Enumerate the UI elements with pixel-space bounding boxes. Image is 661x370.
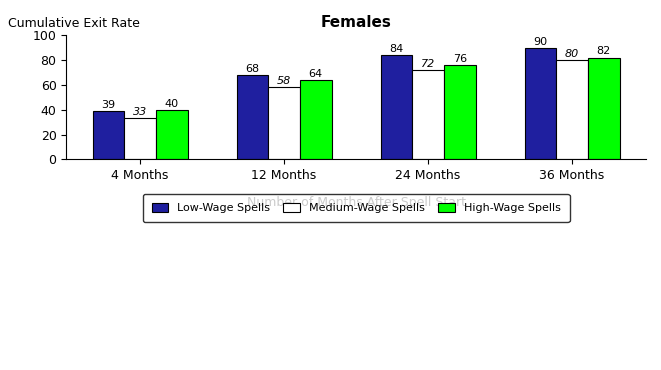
Bar	[300, 80, 332, 159]
Text: 82: 82	[597, 46, 611, 57]
Text: 80: 80	[565, 49, 579, 59]
Text: 76: 76	[453, 54, 467, 64]
Y-axis label: Cumulative Exit Rate: Cumulative Exit Rate	[8, 17, 140, 30]
Text: 33: 33	[133, 107, 147, 117]
Text: 64: 64	[309, 69, 323, 79]
Bar	[93, 111, 124, 159]
Text: 58: 58	[277, 76, 292, 86]
Legend: Low-Wage Spells, Medium-Wage Spells, High-Wage Spells: Low-Wage Spells, Medium-Wage Spells, Hig…	[143, 194, 570, 222]
Text: 72: 72	[421, 59, 435, 69]
Text: 40: 40	[165, 98, 179, 108]
Text: 84: 84	[389, 44, 404, 54]
Bar	[156, 110, 188, 159]
Bar	[412, 70, 444, 159]
Bar	[237, 75, 268, 159]
Bar	[268, 87, 300, 159]
Text: 90: 90	[533, 37, 547, 47]
Bar	[381, 55, 412, 159]
Bar	[444, 65, 476, 159]
Text: 68: 68	[245, 64, 260, 74]
X-axis label: Number of Months After Spell Start: Number of Months After Spell Start	[247, 196, 465, 209]
Title: Females: Females	[321, 15, 391, 30]
Bar	[525, 48, 557, 159]
Bar	[557, 60, 588, 159]
Bar	[124, 118, 156, 159]
Text: 39: 39	[101, 100, 116, 110]
Bar	[588, 58, 619, 159]
